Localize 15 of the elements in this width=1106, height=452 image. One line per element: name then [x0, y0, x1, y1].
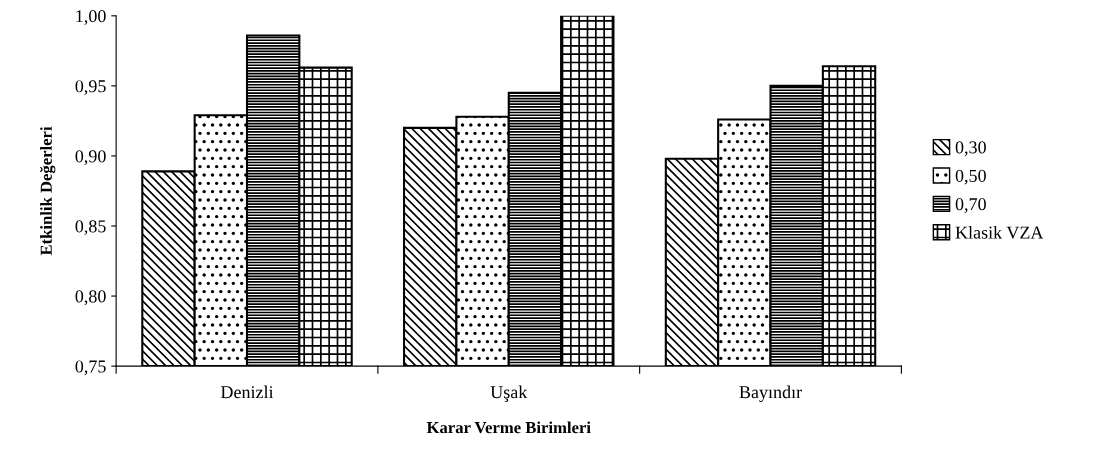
y-tick-label: 0,85: [75, 220, 106, 236]
legend-label: 0,50: [955, 169, 986, 185]
x-tick-label: Denizli: [220, 385, 274, 399]
x-tick-label: Bayındır: [739, 385, 802, 402]
y-tick-label: 0,80: [75, 290, 106, 306]
y-axis-title: Etkinlik Değerleri: [39, 126, 56, 256]
legend-label: 0,30: [955, 141, 986, 157]
legend-label: Klasik VZA: [955, 225, 1044, 239]
x-axis-title: Karar Verme Birimleri: [426, 421, 591, 434]
y-tick-label: 0,95: [75, 80, 106, 95]
legend-label: 0,70: [955, 198, 986, 213]
x-tick-label: Uşak: [490, 385, 528, 402]
y-tick-label: 0,75: [75, 360, 106, 376]
y-tick-label: 1,00: [76, 10, 106, 25]
y-tick-label: 0,90: [75, 150, 106, 165]
